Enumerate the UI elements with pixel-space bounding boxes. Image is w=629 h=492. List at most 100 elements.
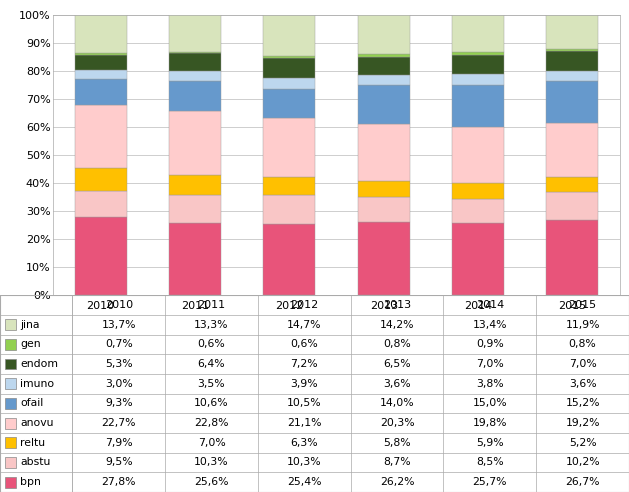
Text: 9,3%: 9,3% <box>105 399 133 408</box>
Text: 0,7%: 0,7% <box>105 339 133 349</box>
Bar <box>547 220 598 295</box>
Bar <box>5 477 16 488</box>
Bar <box>75 190 126 217</box>
Bar <box>75 79 126 105</box>
Text: 26,2%: 26,2% <box>380 477 415 487</box>
Bar <box>75 217 126 295</box>
Text: 2014: 2014 <box>476 300 504 310</box>
Bar <box>264 195 315 224</box>
Text: 0,6%: 0,6% <box>198 339 225 349</box>
Text: endom: endom <box>20 359 58 369</box>
Text: 8,5%: 8,5% <box>476 458 504 467</box>
Bar <box>358 14 409 54</box>
Bar <box>547 70 598 81</box>
Text: 5,9%: 5,9% <box>476 438 504 448</box>
Text: 26,7%: 26,7% <box>565 477 600 487</box>
Text: 6,4%: 6,4% <box>198 359 225 369</box>
Text: 0,9%: 0,9% <box>476 339 504 349</box>
Bar <box>358 54 409 57</box>
Bar <box>547 81 598 123</box>
Text: 13,4%: 13,4% <box>472 320 507 330</box>
Text: 19,2%: 19,2% <box>565 418 600 428</box>
Bar <box>75 105 126 168</box>
Text: 14,0%: 14,0% <box>380 399 415 408</box>
Text: 0,8%: 0,8% <box>569 339 596 349</box>
Bar <box>452 55 504 74</box>
Text: 14,7%: 14,7% <box>287 320 321 330</box>
Text: 7,0%: 7,0% <box>476 359 504 369</box>
Text: 22,7%: 22,7% <box>101 418 136 428</box>
Bar <box>264 15 315 56</box>
Text: 10,3%: 10,3% <box>194 458 229 467</box>
Bar <box>358 124 409 181</box>
Bar <box>547 123 598 177</box>
Text: 21,1%: 21,1% <box>287 418 321 428</box>
Bar <box>264 89 315 118</box>
Text: 25,4%: 25,4% <box>287 477 321 487</box>
Bar <box>169 52 221 54</box>
Bar <box>169 111 221 175</box>
Bar <box>547 49 598 51</box>
Text: 10,3%: 10,3% <box>287 458 321 467</box>
Text: 22,8%: 22,8% <box>194 418 229 428</box>
Text: 9,5%: 9,5% <box>105 458 133 467</box>
Text: 5,3%: 5,3% <box>105 359 133 369</box>
Bar <box>5 378 16 389</box>
Text: 15,2%: 15,2% <box>565 399 600 408</box>
Bar <box>547 177 598 192</box>
Bar <box>264 224 315 295</box>
Text: 25,7%: 25,7% <box>472 477 507 487</box>
Text: 10,2%: 10,2% <box>565 458 600 467</box>
Bar <box>547 51 598 70</box>
Text: 13,7%: 13,7% <box>101 320 136 330</box>
Text: 5,2%: 5,2% <box>569 438 596 448</box>
Bar <box>75 54 126 56</box>
Bar <box>452 52 504 55</box>
Text: 11,9%: 11,9% <box>565 320 600 330</box>
Text: 15,0%: 15,0% <box>472 399 507 408</box>
Bar <box>169 175 221 194</box>
Text: 0,6%: 0,6% <box>291 339 318 349</box>
Text: anovu: anovu <box>20 418 53 428</box>
Text: reltu: reltu <box>20 438 45 448</box>
Text: 3,6%: 3,6% <box>569 379 596 389</box>
Text: 13,3%: 13,3% <box>194 320 229 330</box>
Text: 2010: 2010 <box>104 300 133 310</box>
Bar <box>264 78 315 89</box>
Bar <box>358 75 409 85</box>
Bar <box>358 222 409 295</box>
Text: 7,2%: 7,2% <box>291 359 318 369</box>
Text: 6,5%: 6,5% <box>383 359 411 369</box>
Bar <box>169 194 221 223</box>
Bar <box>358 57 409 75</box>
Text: 7,0%: 7,0% <box>198 438 225 448</box>
Bar <box>5 339 16 350</box>
Text: 3,5%: 3,5% <box>198 379 225 389</box>
Bar <box>547 192 598 220</box>
Text: 5,8%: 5,8% <box>383 438 411 448</box>
Bar <box>169 71 221 81</box>
Bar <box>547 15 598 49</box>
Bar <box>169 14 221 52</box>
Text: abstu: abstu <box>20 458 50 467</box>
Text: 2012: 2012 <box>290 300 318 310</box>
Bar <box>358 85 409 124</box>
Text: 6,3%: 6,3% <box>291 438 318 448</box>
Text: 2011: 2011 <box>198 300 226 310</box>
Bar <box>264 118 315 178</box>
Text: jina: jina <box>20 320 40 330</box>
Bar <box>5 398 16 409</box>
Bar <box>5 319 16 330</box>
Text: 19,8%: 19,8% <box>472 418 507 428</box>
Bar <box>264 58 315 78</box>
Bar <box>5 437 16 448</box>
Bar <box>452 85 504 127</box>
Text: 2015: 2015 <box>569 300 597 310</box>
Bar <box>358 197 409 222</box>
Bar <box>452 127 504 183</box>
Text: 0,8%: 0,8% <box>383 339 411 349</box>
Bar <box>75 56 126 70</box>
Text: 3,8%: 3,8% <box>476 379 504 389</box>
Bar <box>358 181 409 197</box>
Bar <box>452 199 504 223</box>
